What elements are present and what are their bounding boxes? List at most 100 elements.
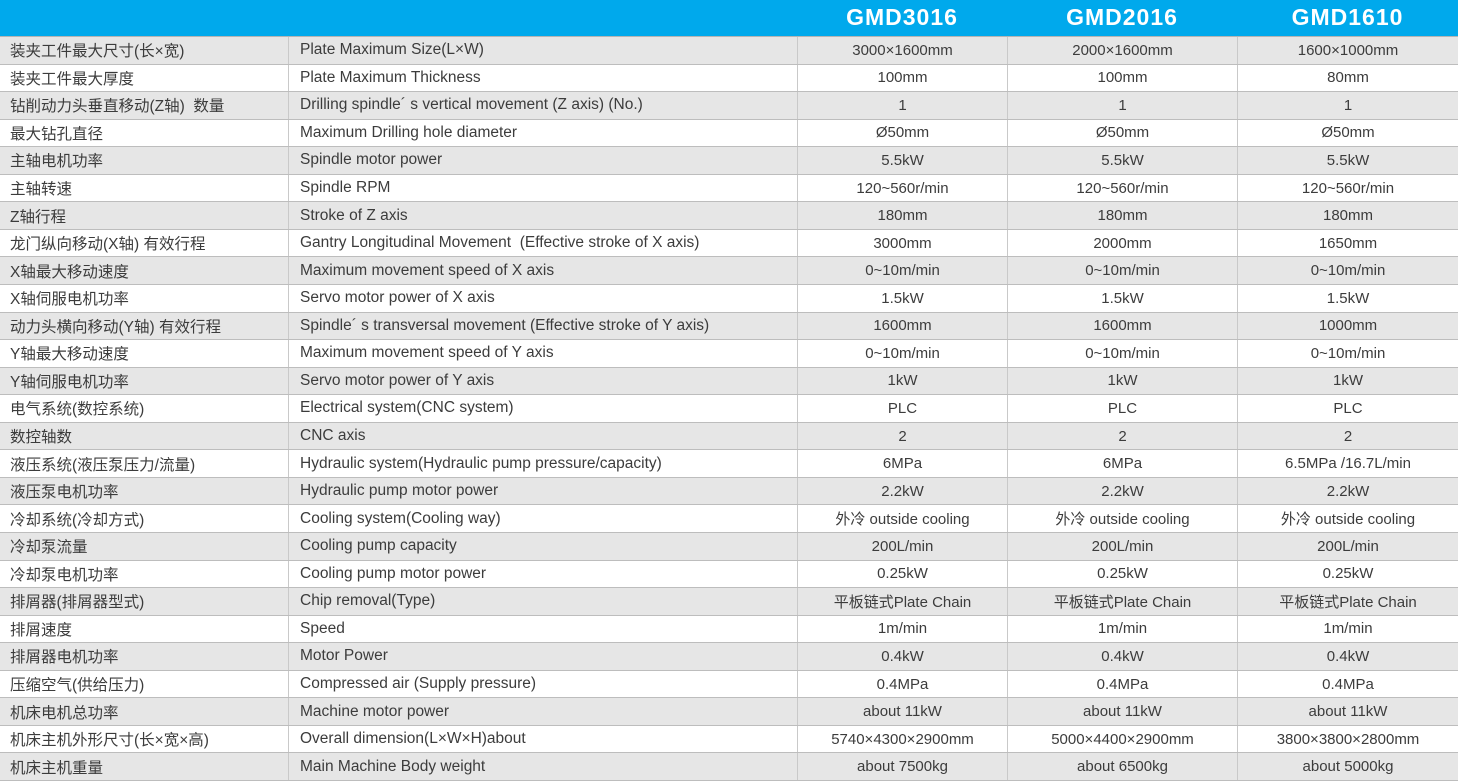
spec-value-gmd3016: 0.25kW: [797, 560, 1007, 588]
spec-label-chinese: 排屑器电机功率: [10, 649, 119, 667]
spec-value-gmd2016: about 6500kg: [1007, 753, 1237, 780]
spec-label-english: Hydraulic pump motor power: [288, 477, 797, 505]
table-row: X轴伺服电机功率 Servo motor power of X axis 1.5…: [0, 284, 1458, 313]
table-row: 电气系统(数控系统) Electrical system(CNC system)…: [0, 395, 1458, 423]
spec-label-chinese: 冷却系统(冷却方式): [10, 511, 145, 529]
spec-label-english: Compressed air (Supply pressure): [288, 670, 797, 698]
spec-value-gmd3016: about 7500kg: [797, 753, 1007, 780]
model-header-gmd2016: GMD2016: [1066, 3, 1178, 30]
model-header-gmd1610: GMD1610: [1291, 3, 1404, 30]
spec-label-english: Main Machine Body weight: [288, 753, 797, 780]
spec-value-gmd1610: 3800×3800×2800mm: [1237, 725, 1458, 753]
spec-label-chinese: 数控轴数: [10, 429, 73, 447]
spec-label-english: Motor Power: [288, 643, 797, 670]
table-row: 钻削动力头垂直移动(Z轴) 数量 Drilling spindle´ s ver…: [0, 92, 1458, 120]
spec-label-english: Spindle motor power: [288, 147, 797, 174]
spec-value-gmd3016: 外冷 outside cooling: [797, 505, 1007, 532]
table-row: 压缩空气(供给压力) Compressed air (Supply pressu…: [0, 670, 1458, 699]
header-spacer-cn: [0, 0, 288, 36]
spec-value-gmd2016: 1kW: [1007, 367, 1237, 395]
table-row: 液压系统(液压泵压力/流量) Hydraulic system(Hydrauli…: [0, 450, 1458, 478]
spec-label-chinese: 排屑速度: [10, 621, 73, 639]
spec-label-chinese: 冷却泵流量: [10, 539, 88, 557]
spec-value-gmd3016: 5.5kW: [797, 147, 1007, 174]
spec-value-gmd1610: 1650mm: [1237, 229, 1458, 257]
spec-value-gmd2016: 1600mm: [1007, 312, 1237, 340]
spec-value-gmd1610: 200L/min: [1237, 532, 1458, 560]
spec-value-gmd1610: 0.25kW: [1237, 560, 1458, 588]
spec-label-english: Stroke of Z axis: [288, 202, 797, 229]
spec-label-english: Electrical system(CNC system): [288, 395, 797, 422]
spec-value-gmd1610: 外冷 outside cooling: [1237, 505, 1458, 532]
spec-label-english: Spindle RPM: [288, 174, 797, 202]
spec-label-chinese: 排屑器(排屑器型式): [10, 594, 145, 612]
spec-value-gmd2016: 0~10m/min: [1007, 340, 1237, 367]
spec-value-gmd2016: 100mm: [1007, 64, 1237, 92]
table-row: 液压泵电机功率 Hydraulic pump motor power 2.2kW…: [0, 477, 1458, 506]
table-row: 机床电机总功率 Machine motor power about 11kW a…: [0, 698, 1458, 726]
spec-value-gmd2016: 6MPa: [1007, 450, 1237, 477]
spec-label-english: Chip removal(Type): [288, 588, 797, 615]
spec-value-gmd3016: 0~10m/min: [797, 257, 1007, 284]
spec-value-gmd2016: 0.25kW: [1007, 560, 1237, 588]
spec-label-chinese: 主轴转速: [10, 181, 73, 199]
spec-value-gmd1610: about 5000kg: [1237, 753, 1458, 780]
spec-label-chinese: 液压泵电机功率: [10, 484, 119, 502]
spec-label-chinese: 装夹工件最大厚度: [10, 70, 135, 88]
spec-label-english: Cooling pump motor power: [288, 560, 797, 588]
spec-label-chinese: 液压系统(液压泵压力/流量): [10, 456, 196, 474]
spec-value-gmd1610: 180mm: [1237, 202, 1458, 229]
spec-value-gmd3016: about 11kW: [797, 698, 1007, 725]
spec-value-gmd1610: 1600×1000mm: [1237, 37, 1458, 64]
spec-value-gmd3016: 0.4kW: [797, 643, 1007, 670]
table-row: 冷却系统(冷却方式) Cooling system(Cooling way) 外…: [0, 505, 1458, 533]
spec-value-gmd2016: 0.4MPa: [1007, 670, 1237, 698]
spec-label-english: Drilling spindle´ s vertical movement (Z…: [288, 92, 797, 119]
table-row: 冷却泵电机功率 Cooling pump motor power 0.25kW …: [0, 560, 1458, 589]
spec-value-gmd1610: 1m/min: [1237, 615, 1458, 643]
spec-label-english: CNC axis: [288, 422, 797, 450]
spec-label-english: Overall dimension(L×W×H)about: [288, 725, 797, 753]
table-row: X轴最大移动速度 Maximum movement speed of X axi…: [0, 257, 1458, 285]
spec-label-english: Hydraulic system(Hydraulic pump pressure…: [288, 450, 797, 477]
spec-label-chinese: X轴伺服电机功率: [10, 291, 129, 309]
spec-value-gmd2016: 1m/min: [1007, 615, 1237, 643]
table-row: 排屑器(排屑器型式) Chip removal(Type) 平板链式Plate …: [0, 588, 1458, 616]
spec-label-chinese: 装夹工件最大尺寸(长×宽): [10, 43, 185, 61]
table-row: 数控轴数 CNC axis 2 2 2: [0, 422, 1458, 451]
spec-value-gmd3016: Ø50mm: [797, 119, 1007, 147]
spec-table-body: 装夹工件最大尺寸(长×宽) Plate Maximum Size(L×W) 30…: [0, 37, 1458, 781]
table-row: 主轴电机功率 Spindle motor power 5.5kW 5.5kW 5…: [0, 147, 1458, 175]
spec-label-english: Cooling system(Cooling way): [288, 505, 797, 532]
spec-label-chinese: Z轴行程: [10, 208, 66, 226]
spec-label-chinese: 钻削动力头垂直移动(Z轴) 数量: [10, 98, 225, 116]
spec-value-gmd2016: 2: [1007, 422, 1237, 450]
spec-value-gmd1610: 1000mm: [1237, 312, 1458, 340]
spec-value-gmd3016: 1m/min: [797, 615, 1007, 643]
model-header-gmd3016: GMD3016: [846, 3, 958, 30]
spec-value-gmd3016: 1600mm: [797, 312, 1007, 340]
spec-label-english: Servo motor power of Y axis: [288, 367, 797, 395]
spec-label-chinese: 主轴电机功率: [10, 153, 104, 171]
spec-value-gmd3016: 0.4MPa: [797, 670, 1007, 698]
spec-value-gmd3016: 5740×4300×2900mm: [797, 725, 1007, 753]
spec-value-gmd2016: 200L/min: [1007, 532, 1237, 560]
spec-value-gmd2016: 2.2kW: [1007, 477, 1237, 505]
spec-value-gmd2016: 2000mm: [1007, 229, 1237, 257]
spec-label-chinese: 电气系统(数控系统): [10, 401, 145, 419]
spec-label-english: Maximum movement speed of X axis: [288, 257, 797, 284]
spec-label-english: Machine motor power: [288, 698, 797, 725]
table-row: Y轴最大移动速度 Maximum movement speed of Y axi…: [0, 340, 1458, 368]
spec-value-gmd3016: 1kW: [797, 367, 1007, 395]
spec-value-gmd3016: 200L/min: [797, 532, 1007, 560]
spec-label-chinese: X轴最大移动速度: [10, 263, 129, 281]
table-header-bar: GMD3016 GMD2016 GMD1610: [0, 0, 1458, 37]
spec-label-english: Servo motor power of X axis: [288, 284, 797, 312]
spec-value-gmd1610: 0~10m/min: [1237, 340, 1458, 367]
spec-label-english: Speed: [288, 615, 797, 643]
spec-label-english: Maximum Drilling hole diameter: [288, 119, 797, 147]
spec-label-chinese: 机床主机重量: [10, 759, 104, 777]
spec-value-gmd3016: 180mm: [797, 202, 1007, 229]
spec-value-gmd3016: 120~560r/min: [797, 174, 1007, 202]
spec-value-gmd1610: about 11kW: [1237, 698, 1458, 725]
